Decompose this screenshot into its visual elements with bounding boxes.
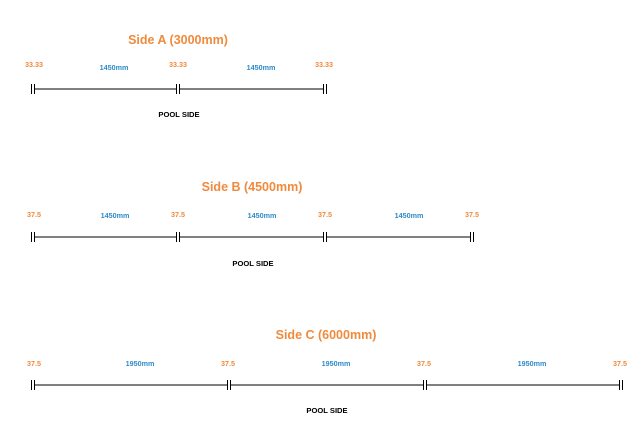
side-b-panel-label: 1450mm <box>395 211 424 220</box>
side-a-gap-label: 33.33 <box>169 60 187 69</box>
side-a-gap-label: 33.33 <box>315 60 333 69</box>
side-a-pool-side-label: POOL SIDE <box>158 110 199 119</box>
side-c-pool-side-label: POOL SIDE <box>306 406 347 415</box>
side-b-gap-label: 37.5 <box>318 210 332 219</box>
side-a-panel-label: 1450mm <box>247 63 276 72</box>
side-b-gap-label: 37.5 <box>27 210 41 219</box>
side-c-gap-label: 37.5 <box>27 359 41 368</box>
side-b-panel-label: 1450mm <box>101 211 130 220</box>
side-b-pool-side-label: POOL SIDE <box>232 259 273 268</box>
side-c-gap-label: 37.5 <box>221 359 235 368</box>
side-b-panel-label: 1450mm <box>248 211 277 220</box>
side-c-title: Side C (6000mm) <box>276 328 377 342</box>
side-c-gap-label: 37.5 <box>613 359 627 368</box>
side-a-panel-label: 1450mm <box>100 63 129 72</box>
side-c-gap-label: 37.5 <box>417 359 431 368</box>
side-c-panel-label: 1950mm <box>518 359 547 368</box>
side-b-title: Side B (4500mm) <box>202 180 303 194</box>
side-b-gap-label: 37.5 <box>171 210 185 219</box>
side-c-panel-label: 1950mm <box>126 359 155 368</box>
side-a-gap-label: 33.33 <box>25 60 43 69</box>
side-c-panel-label: 1950mm <box>322 359 351 368</box>
side-a-title: Side A (3000mm) <box>128 33 228 47</box>
side-b-gap-label: 37.5 <box>465 210 479 219</box>
